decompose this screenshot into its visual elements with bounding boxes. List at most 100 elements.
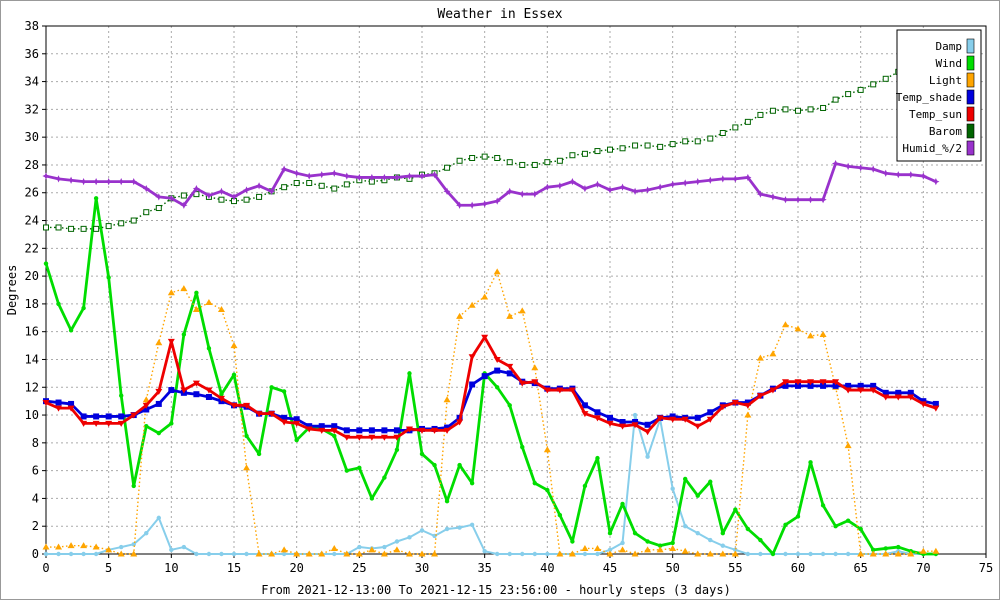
data-point (131, 483, 136, 489)
data-point (833, 551, 838, 557)
data-point (745, 526, 751, 532)
data-point (806, 196, 815, 204)
x-tick-label: 20 (289, 561, 303, 575)
data-point (181, 332, 187, 337)
data-point (807, 382, 814, 389)
data-point (807, 332, 815, 339)
data-point (256, 193, 263, 200)
data-point (444, 164, 451, 171)
data-point (694, 138, 701, 145)
data-point (393, 546, 401, 553)
data-point (932, 400, 939, 407)
data-point (620, 501, 625, 507)
data-point (332, 433, 337, 439)
x-tick-label: 40 (540, 561, 554, 575)
data-point (543, 387, 551, 394)
data-point (255, 182, 263, 190)
y-tick-label: 14 (25, 352, 39, 366)
data-point (644, 142, 651, 149)
data-point (405, 550, 413, 557)
y-tick-label: 20 (25, 269, 39, 283)
data-point (783, 522, 788, 528)
x-tick-label: 15 (227, 561, 241, 575)
data-point (405, 172, 414, 180)
data-point (882, 394, 890, 401)
data-point (706, 416, 714, 423)
data-point (869, 165, 877, 173)
data-point (280, 165, 288, 173)
data-point (242, 186, 251, 194)
data-point (393, 173, 401, 182)
data-point (681, 179, 689, 187)
data-point (169, 421, 174, 426)
data-point (293, 420, 301, 427)
data-point (568, 550, 576, 557)
data-point (820, 503, 826, 508)
data-point (192, 305, 200, 312)
data-point (694, 414, 701, 421)
data-point (55, 405, 63, 412)
data-point (744, 173, 752, 182)
y-tick-label: 26 (25, 186, 39, 200)
data-point (819, 330, 827, 337)
data-point (544, 159, 551, 166)
y-tick-label: 10 (25, 408, 39, 422)
data-point (419, 528, 425, 533)
data-point (393, 434, 401, 441)
axis-ticks: 0 5 10 15 20 25 30 35 40 45 50 55 60 65 70 750246810121… (25, 19, 994, 575)
data-point (706, 550, 714, 557)
data-point (343, 434, 351, 441)
x-tick-label: 65 (853, 561, 867, 575)
series-humid-2 (42, 159, 940, 209)
data-point (117, 550, 125, 557)
data-point (795, 382, 801, 389)
data-point (318, 171, 326, 179)
data-point (882, 389, 889, 396)
legend-swatch-damp (966, 38, 975, 54)
data-point (130, 217, 137, 224)
data-point (106, 275, 111, 280)
data-point (607, 547, 613, 553)
data-point (857, 86, 864, 93)
data-point (569, 152, 576, 159)
data-point (117, 178, 125, 186)
data-point (593, 415, 601, 422)
data-point (93, 196, 99, 201)
data-point (219, 551, 224, 557)
legend-swatch-light (966, 72, 975, 88)
data-point (644, 186, 652, 194)
series-barom (43, 57, 939, 232)
data-point (819, 196, 827, 204)
data-point (230, 342, 238, 349)
data-point (519, 161, 526, 168)
data-point (607, 146, 613, 153)
data-point (607, 414, 613, 421)
data-point (920, 398, 927, 405)
data-point (243, 402, 251, 409)
data-point (531, 190, 539, 198)
legend-swatch-temp-shade (966, 89, 975, 105)
x-tick-label: 50 (665, 561, 679, 575)
data-point (669, 180, 677, 188)
data-point (43, 224, 49, 231)
data-point (593, 180, 602, 188)
data-point (619, 419, 626, 425)
series-layer (42, 57, 940, 557)
data-point (318, 182, 325, 189)
y-tick-label: 32 (25, 102, 39, 116)
data-point (281, 551, 287, 557)
data-point (895, 389, 902, 396)
data-point (217, 187, 226, 195)
data-point (581, 544, 589, 551)
data-point (167, 338, 175, 345)
data-point (269, 385, 274, 390)
data-point (518, 380, 526, 387)
data-point (520, 444, 525, 450)
data-point (506, 187, 514, 195)
data-point (670, 486, 675, 491)
data-point (155, 400, 162, 407)
data-point (807, 379, 815, 386)
data-point (130, 550, 138, 557)
y-tick-label: 6 (32, 464, 39, 478)
data-point (192, 380, 200, 387)
